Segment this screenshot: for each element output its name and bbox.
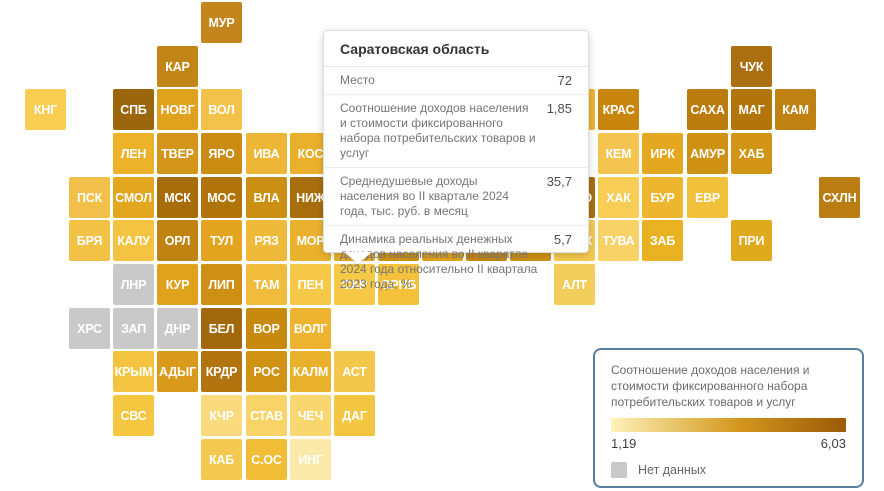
tooltip-row-label: Среднедушевые доходы населения во II ква…: [340, 174, 509, 218]
region-tile[interactable]: САР: [334, 264, 375, 305]
region-tile[interactable]: ВЛА: [246, 177, 287, 218]
region-tile[interactable]: ИВА: [246, 133, 287, 174]
region-tile[interactable]: ХАБ: [731, 133, 772, 174]
region-tile[interactable]: АЛТ: [554, 264, 595, 305]
tooltip-row-label: Динамика реальных денежных доходов насел…: [340, 232, 538, 291]
legend-gradient-bar: [611, 418, 846, 432]
region-tile[interactable]: ВОЛ: [201, 89, 242, 130]
region-tile[interactable]: КРАС: [598, 89, 639, 130]
region-tile[interactable]: ХРС: [69, 308, 110, 349]
region-tile[interactable]: ДНР: [157, 308, 198, 349]
tooltip-row-value: 72: [557, 73, 572, 88]
region-tile[interactable]: СМОЛ: [113, 177, 154, 218]
region-tile[interactable]: ОРЛ: [157, 220, 198, 261]
region-tooltip: Саратовская область Место 72 Соотношение д…: [323, 30, 589, 291]
region-tile[interactable]: ЛЕН: [113, 133, 154, 174]
region-tile[interactable]: САХА: [687, 89, 728, 130]
region-tile[interactable]: КУР: [157, 264, 198, 305]
region-tile[interactable]: ПСК: [69, 177, 110, 218]
tooltip-row: Среднедушевые доходы населения во II ква…: [324, 168, 588, 226]
region-tile[interactable]: БЕЛ: [201, 308, 242, 349]
region-tile[interactable]: ЯРО: [201, 133, 242, 174]
region-tile[interactable]: СПБ: [113, 89, 154, 130]
region-tile[interactable]: ЛНР: [113, 264, 154, 305]
region-tile[interactable]: БРЯ: [69, 220, 110, 261]
region-tile[interactable]: ПЕН: [290, 264, 331, 305]
region-tile[interactable]: КАЛУ: [113, 220, 154, 261]
legend-scale-min: 1,19: [611, 436, 637, 451]
region-tile[interactable]: ЗАП: [113, 308, 154, 349]
region-tile[interactable]: РОС: [246, 351, 287, 392]
region-tile[interactable]: МСК: [157, 177, 198, 218]
no-data-label: Нет данных: [638, 463, 707, 477]
region-tile[interactable]: ЧЕЧ: [290, 395, 331, 436]
region-tile[interactable]: ЕВР: [687, 177, 728, 218]
tooltip-row: Место 72: [324, 67, 588, 95]
region-tile[interactable]: КРЫМ: [113, 351, 154, 392]
region-tile[interactable]: АДЫГ: [157, 351, 198, 392]
tooltip-row-label: Соотношение доходов населения и стоимост…: [340, 101, 536, 160]
region-tile[interactable]: КАР: [157, 46, 198, 87]
region-tile[interactable]: ВОЛГ: [290, 308, 331, 349]
region-tile[interactable]: ТАМ: [246, 264, 287, 305]
tooltip-row-value: 35,7: [546, 174, 572, 189]
region-tile[interactable]: СВС: [113, 395, 154, 436]
tooltip-row-value: 5,7: [553, 232, 572, 247]
region-tile[interactable]: ИНГ: [290, 439, 331, 480]
region-tile[interactable]: АМУР: [687, 133, 728, 174]
legend-title: Соотношение доходов населения и стоимост…: [611, 363, 810, 409]
region-tile[interactable]: СХЛН: [819, 177, 860, 218]
tooltip-title: Саратовская область: [324, 31, 588, 67]
region-tile[interactable]: ОРНБ: [378, 264, 419, 305]
region-tile[interactable]: ДАГ: [334, 395, 375, 436]
region-tile[interactable]: МАГ: [731, 89, 772, 130]
region-tile[interactable]: КАЛМ: [290, 351, 331, 392]
region-tile[interactable]: ВОР: [246, 308, 287, 349]
region-tile[interactable]: БУР: [642, 177, 683, 218]
region-tile[interactable]: С.ОС: [246, 439, 287, 480]
legend-no-data-row: Нет данных: [611, 462, 846, 478]
region-tile[interactable]: МУР: [201, 2, 242, 43]
region-tile[interactable]: ЗАБ: [642, 220, 683, 261]
region-tile[interactable]: КАБ: [201, 439, 242, 480]
region-tile[interactable]: ХАК: [598, 177, 639, 218]
region-tile[interactable]: МОС: [201, 177, 242, 218]
region-tile[interactable]: СТАВ: [246, 395, 287, 436]
tooltip-row-value: 1,85: [546, 101, 572, 116]
legend-box: Соотношение доходов населения и стоимост…: [593, 348, 864, 488]
region-tile[interactable]: ТУЛ: [201, 220, 242, 261]
legend-scale-max: 6,03: [820, 436, 846, 451]
tooltip-row-label: Место: [340, 73, 375, 87]
region-tile[interactable]: ТУВА: [598, 220, 639, 261]
no-data-swatch: [611, 462, 627, 478]
tooltip-row: Динамика реальных денежных доходов насел…: [324, 226, 588, 298]
region-tile[interactable]: КЧР: [201, 395, 242, 436]
region-tile[interactable]: ТВЕР: [157, 133, 198, 174]
region-tile[interactable]: КЕМ: [598, 133, 639, 174]
region-tile[interactable]: КРДР: [201, 351, 242, 392]
tooltip-row: Соотношение доходов населения и стоимост…: [324, 95, 588, 168]
tooltip-rows: Место 72 Соотношение доходов населения и с…: [324, 67, 588, 298]
region-tile[interactable]: НОВГ: [157, 89, 198, 130]
region-tile[interactable]: ИРК: [642, 133, 683, 174]
region-tile[interactable]: ЛИП: [201, 264, 242, 305]
region-tile[interactable]: ПРИ: [731, 220, 772, 261]
region-tile[interactable]: ЧУК: [731, 46, 772, 87]
legend-scale: 1,19 6,03: [611, 436, 846, 452]
region-tile[interactable]: КНГ: [25, 89, 66, 130]
region-tile[interactable]: КАМ: [775, 89, 816, 130]
region-tile[interactable]: АСТ: [334, 351, 375, 392]
region-tile[interactable]: РЯЗ: [246, 220, 287, 261]
